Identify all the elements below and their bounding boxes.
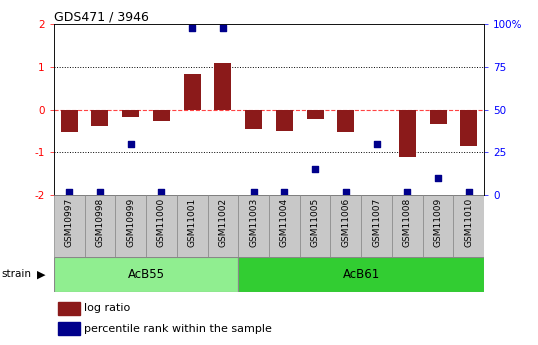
Bar	[361, 195, 392, 257]
Point	[126, 141, 135, 147]
Text: GSM11006: GSM11006	[341, 198, 350, 247]
Text: GSM11000: GSM11000	[157, 198, 166, 247]
Bar	[337, 110, 355, 132]
Point	[311, 167, 320, 172]
Point	[342, 189, 350, 194]
Bar	[276, 110, 293, 131]
Text: GSM11002: GSM11002	[218, 198, 228, 247]
Text: AcB61: AcB61	[343, 268, 380, 281]
Point	[280, 189, 289, 194]
Point	[218, 25, 227, 30]
Bar	[430, 110, 447, 125]
Text: AcB55: AcB55	[128, 268, 165, 281]
Text: log ratio: log ratio	[84, 303, 130, 313]
Text: GSM10998: GSM10998	[95, 198, 104, 247]
Bar	[215, 63, 231, 110]
Bar	[61, 110, 77, 132]
Bar	[58, 302, 80, 315]
Text: GSM10997: GSM10997	[65, 198, 74, 247]
Bar	[84, 195, 115, 257]
Bar	[245, 110, 262, 129]
Bar	[146, 195, 177, 257]
Bar	[208, 195, 238, 257]
Text: GSM11003: GSM11003	[249, 198, 258, 247]
Bar	[330, 195, 361, 257]
Text: GSM11010: GSM11010	[464, 198, 473, 247]
Text: percentile rank within the sample: percentile rank within the sample	[84, 324, 272, 334]
Point	[96, 189, 104, 194]
Bar	[392, 195, 423, 257]
Text: ▶: ▶	[37, 269, 45, 279]
Point	[434, 175, 442, 181]
Text: GSM11001: GSM11001	[188, 198, 197, 247]
Bar	[91, 110, 108, 126]
Text: GSM11007: GSM11007	[372, 198, 381, 247]
Point	[372, 141, 381, 147]
Bar	[269, 195, 300, 257]
Point	[188, 25, 196, 30]
Text: GSM10999: GSM10999	[126, 198, 135, 247]
Bar	[399, 110, 416, 157]
Point	[65, 189, 74, 194]
Bar	[153, 110, 170, 121]
Text: strain: strain	[2, 269, 32, 279]
Bar	[300, 195, 330, 257]
Bar	[177, 195, 208, 257]
Text: GSM11004: GSM11004	[280, 198, 289, 247]
Bar	[58, 322, 80, 335]
Text: GSM11005: GSM11005	[310, 198, 320, 247]
Text: GSM11008: GSM11008	[403, 198, 412, 247]
Bar	[454, 195, 484, 257]
Bar	[423, 195, 454, 257]
Bar	[307, 110, 323, 119]
Text: GDS471 / 3946: GDS471 / 3946	[54, 10, 148, 23]
Point	[249, 189, 258, 194]
Point	[464, 189, 473, 194]
Bar	[183, 74, 201, 110]
Point	[157, 189, 166, 194]
Bar	[54, 195, 84, 257]
Bar	[54, 257, 238, 292]
Text: GSM11009: GSM11009	[434, 198, 443, 247]
Bar	[238, 195, 269, 257]
Bar	[238, 257, 484, 292]
Point	[403, 189, 412, 194]
Bar	[115, 195, 146, 257]
Bar	[461, 110, 477, 146]
Bar	[122, 110, 139, 117]
